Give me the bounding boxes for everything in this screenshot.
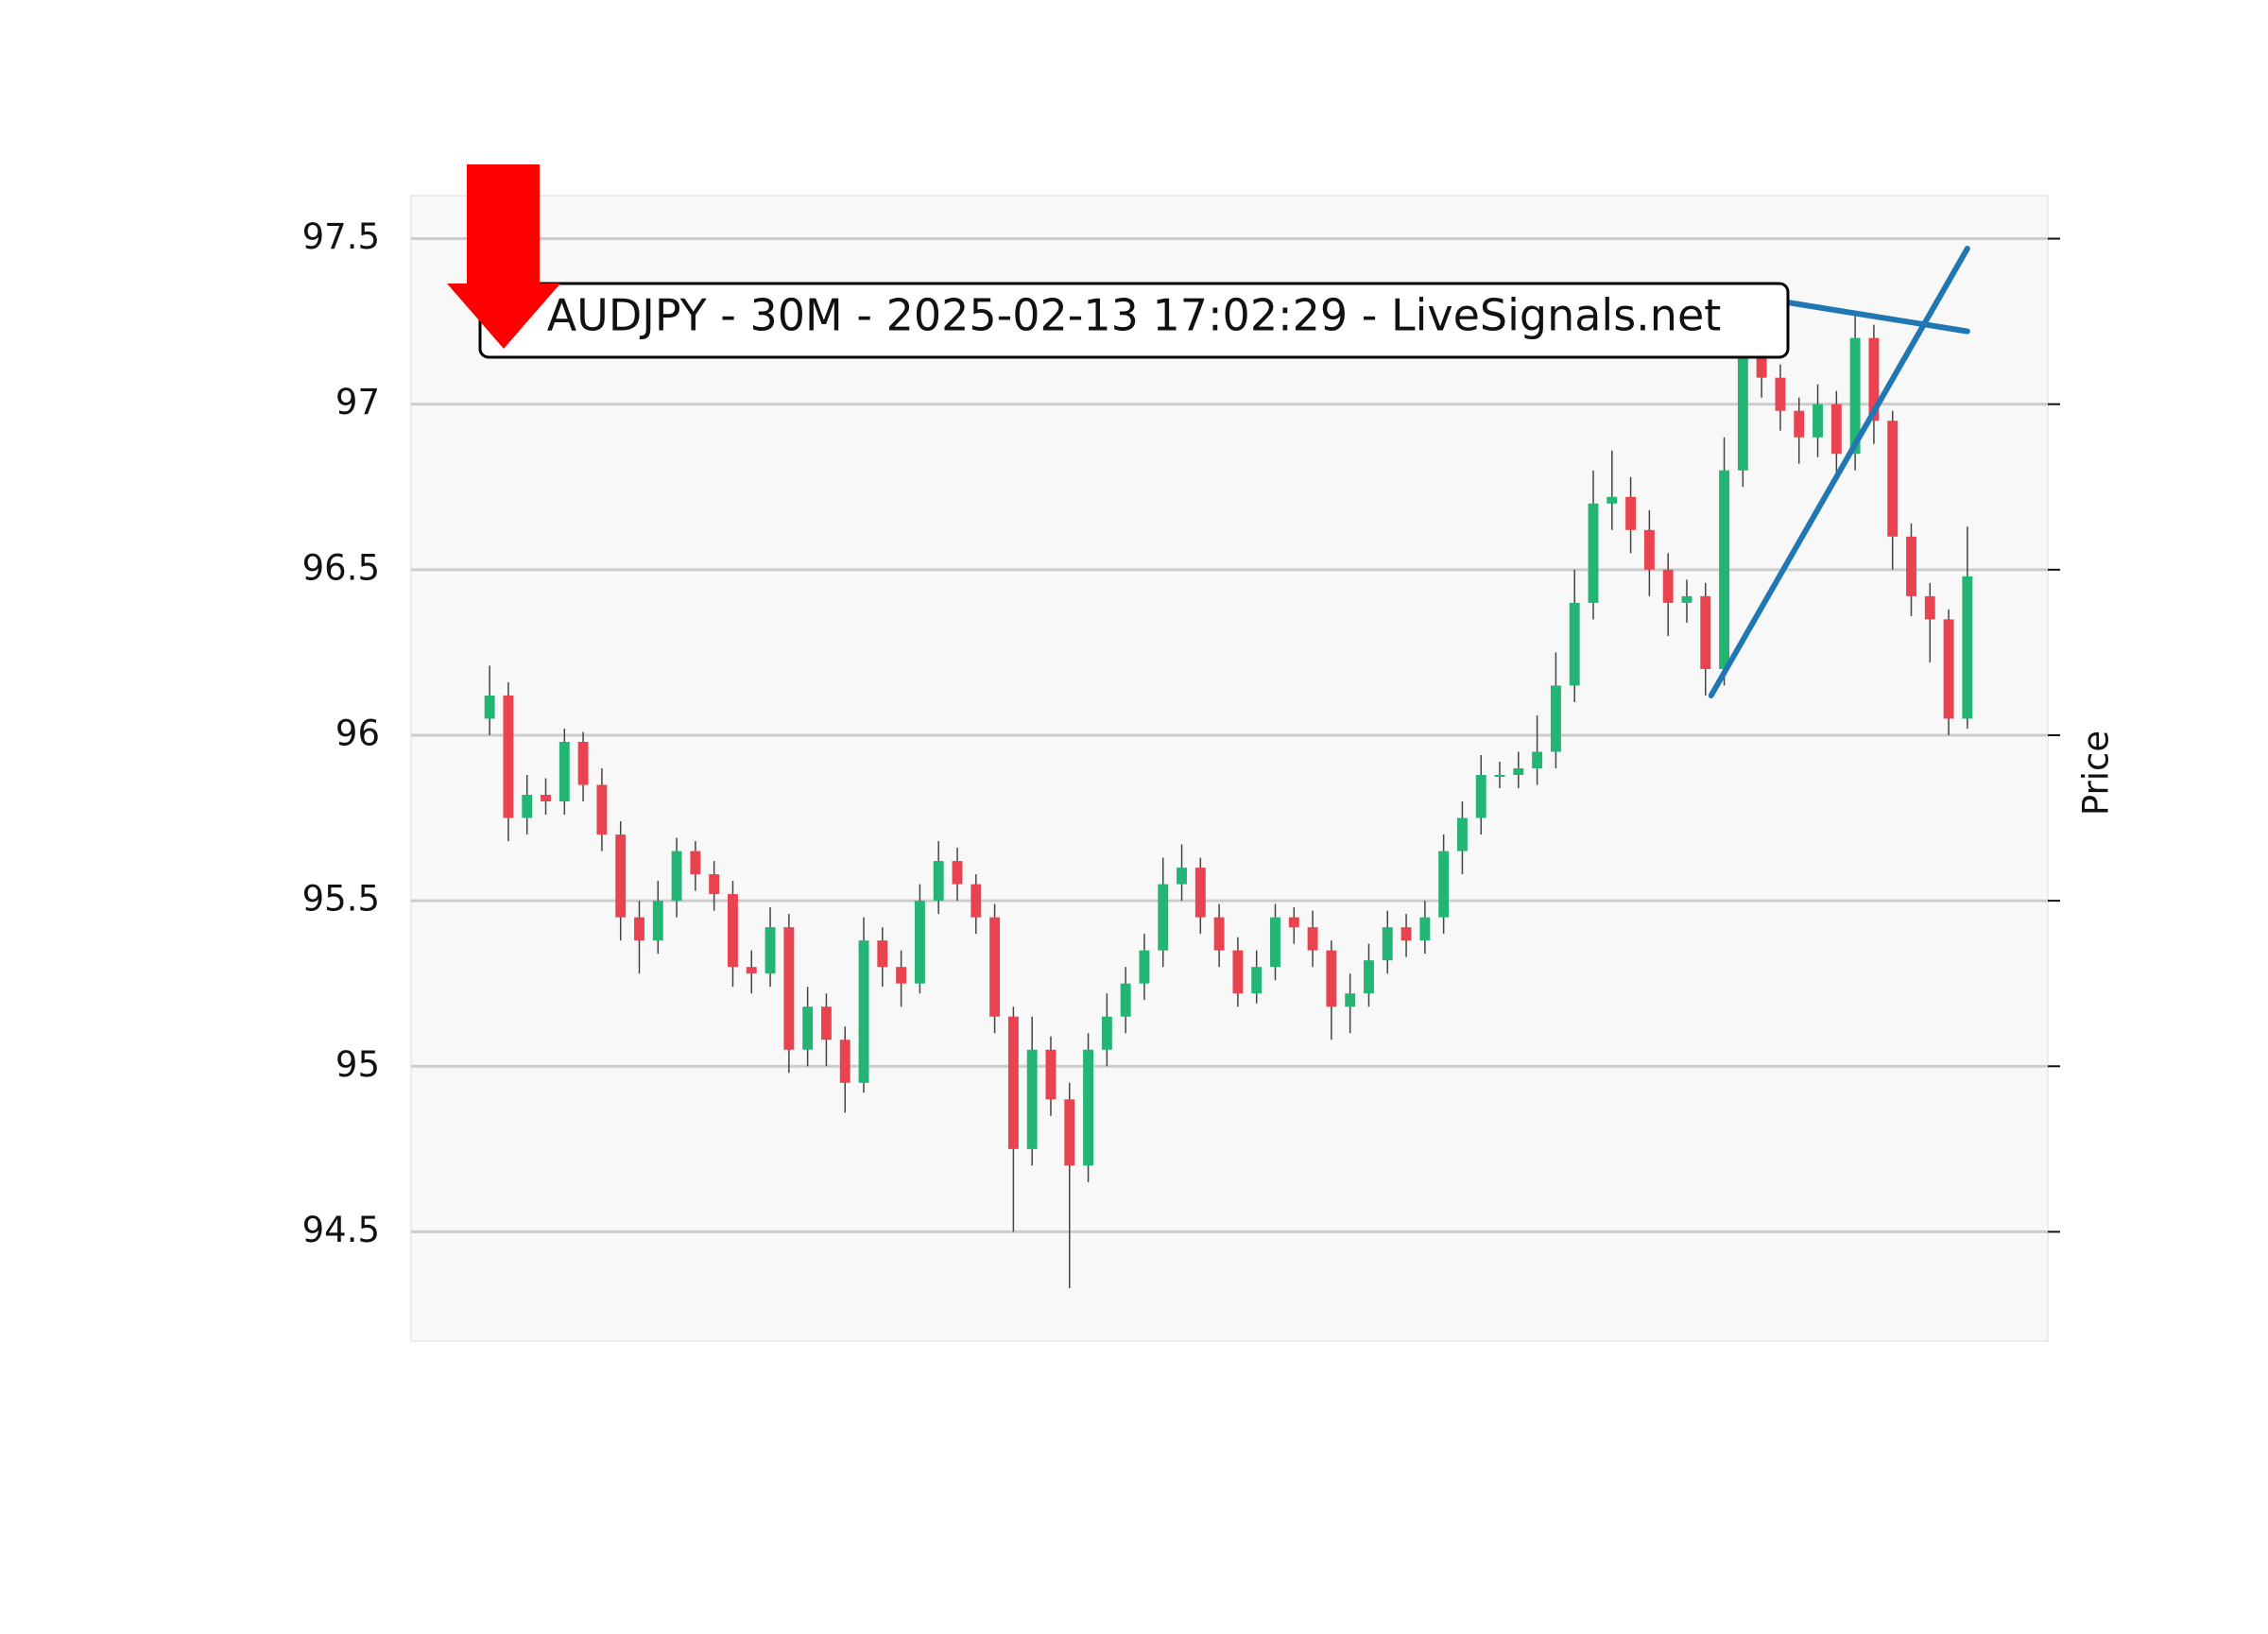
candle-body bbox=[1943, 619, 1954, 719]
candle-body bbox=[858, 940, 869, 1083]
candle-body bbox=[1643, 529, 1655, 570]
candle-body bbox=[1569, 602, 1580, 686]
y-tick-label: 94.5 bbox=[302, 1210, 380, 1250]
candle-body bbox=[558, 741, 570, 802]
candle-body bbox=[728, 894, 738, 968]
candle-body bbox=[839, 1040, 850, 1083]
candle-body bbox=[1513, 768, 1524, 776]
candle-body bbox=[1007, 1016, 1019, 1149]
candle-body bbox=[615, 834, 627, 918]
candle-body bbox=[1550, 685, 1561, 752]
candle-body bbox=[1906, 536, 1916, 596]
candle-body bbox=[1532, 751, 1543, 768]
candle-body bbox=[1849, 337, 1861, 455]
candle-body bbox=[1364, 960, 1374, 994]
candle-body bbox=[671, 851, 682, 902]
candle-body bbox=[1737, 354, 1748, 471]
candle-body bbox=[802, 1006, 814, 1050]
candle-body bbox=[709, 874, 720, 895]
candle-body bbox=[1887, 421, 1899, 537]
y-axis-label: Price bbox=[2076, 731, 2117, 816]
candle-body bbox=[1026, 1049, 1038, 1149]
candle-body bbox=[896, 967, 907, 984]
candle-body bbox=[1868, 337, 1880, 421]
y-axis: 94.5 95 95.5 96 96.5 97 97.5 bbox=[302, 216, 2060, 1250]
candle-body bbox=[596, 784, 608, 835]
candle-body bbox=[1045, 1049, 1057, 1100]
y-tick-label: 95 bbox=[335, 1044, 380, 1085]
candle-body bbox=[503, 695, 514, 818]
candle-body bbox=[1924, 595, 1935, 620]
y-tick-label: 97.5 bbox=[302, 216, 380, 257]
candles bbox=[484, 311, 1973, 1288]
candle-body bbox=[1662, 569, 1674, 603]
candle-body bbox=[1326, 950, 1337, 1007]
candle-body bbox=[989, 917, 1001, 1017]
candle-body bbox=[1400, 927, 1412, 941]
candle-body bbox=[1345, 993, 1356, 1007]
candle-body bbox=[1213, 917, 1225, 951]
candle-body bbox=[783, 927, 795, 1050]
arrow-shaft bbox=[467, 164, 540, 284]
candle-body bbox=[1177, 868, 1187, 885]
y-tick-label: 95.5 bbox=[302, 879, 380, 920]
candle-body bbox=[877, 940, 888, 968]
candle-body bbox=[522, 795, 533, 818]
candle-body bbox=[1382, 927, 1393, 961]
y-tick-label: 96 bbox=[335, 713, 380, 753]
candle-body bbox=[1794, 410, 1805, 438]
candle-body bbox=[1830, 404, 1842, 455]
candle-body bbox=[1288, 917, 1299, 928]
candle-body bbox=[1700, 595, 1711, 669]
chart-title: AUDJPY - 30M - 2025-02-13 17:02:29 - Liv… bbox=[547, 290, 1722, 341]
candle-body bbox=[1194, 868, 1206, 918]
candle-body bbox=[914, 901, 925, 984]
candle-body bbox=[1475, 775, 1486, 818]
candle-body bbox=[1270, 917, 1280, 968]
candle-body bbox=[820, 1006, 832, 1041]
trendlines bbox=[1708, 246, 1970, 698]
candle-body bbox=[1083, 1049, 1093, 1166]
candle-body bbox=[1101, 1016, 1112, 1050]
candle-body bbox=[1606, 496, 1618, 504]
candle-body bbox=[1232, 950, 1244, 994]
candle-body bbox=[746, 967, 757, 974]
candle-body bbox=[765, 927, 776, 974]
candle-body bbox=[1139, 950, 1150, 984]
candle-body bbox=[952, 861, 963, 885]
candle-body bbox=[1251, 967, 1263, 994]
candle-body bbox=[971, 884, 982, 918]
signal-arrow bbox=[447, 164, 560, 349]
candle-body bbox=[1756, 354, 1767, 378]
candle-body bbox=[1120, 983, 1131, 1017]
candle-body bbox=[652, 901, 663, 941]
candle-body bbox=[1681, 595, 1692, 603]
candle-body bbox=[1775, 377, 1786, 411]
y-tick-label: 96.5 bbox=[302, 547, 380, 588]
candle-body bbox=[1962, 576, 1973, 719]
candle-body bbox=[541, 795, 551, 802]
candle-body bbox=[933, 861, 944, 902]
plot-area bbox=[410, 195, 2049, 1342]
candle-body bbox=[1719, 470, 1730, 669]
candle-body bbox=[1064, 1099, 1075, 1166]
candle-body bbox=[1588, 503, 1599, 603]
candle-body bbox=[690, 851, 701, 875]
candle-body bbox=[1307, 927, 1318, 951]
candle-body bbox=[1456, 817, 1468, 851]
candle-body bbox=[1158, 884, 1169, 951]
trendline bbox=[1759, 295, 1970, 335]
y-tick-label: 97 bbox=[335, 382, 380, 422]
candle-body bbox=[1494, 775, 1505, 778]
candle-body bbox=[1419, 917, 1431, 941]
candle-body bbox=[1813, 404, 1823, 438]
candle-body bbox=[1438, 851, 1450, 918]
candle-body bbox=[484, 695, 495, 719]
candle-body bbox=[634, 917, 644, 941]
grid bbox=[411, 237, 2048, 1233]
arrow-head bbox=[447, 284, 560, 349]
candle-body bbox=[577, 741, 589, 785]
candle-body bbox=[1625, 496, 1637, 530]
